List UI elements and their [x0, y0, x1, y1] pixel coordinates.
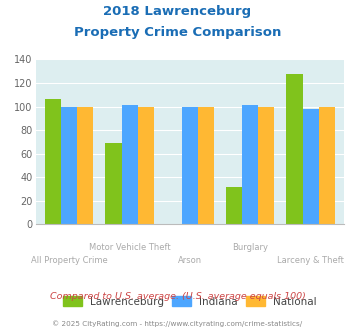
Legend: Lawrenceburg, Indiana, National: Lawrenceburg, Indiana, National [59, 292, 321, 311]
Bar [77, 107, 93, 224]
Bar [319, 107, 335, 224]
Bar [198, 107, 214, 224]
Bar [61, 107, 77, 224]
Bar [302, 109, 319, 224]
Text: Property Crime Comparison: Property Crime Comparison [74, 26, 281, 39]
Bar [286, 74, 302, 224]
Text: Larceny & Theft: Larceny & Theft [277, 256, 344, 265]
Text: Arson: Arson [178, 256, 202, 265]
Bar [121, 105, 138, 224]
Text: All Property Crime: All Property Crime [31, 256, 108, 265]
Text: 2018 Lawrenceburg: 2018 Lawrenceburg [103, 5, 252, 18]
Bar [226, 187, 242, 224]
Bar [138, 107, 154, 224]
Bar [105, 143, 121, 224]
Text: Burglary: Burglary [232, 243, 268, 251]
Bar [45, 99, 61, 224]
Text: Motor Vehicle Theft: Motor Vehicle Theft [89, 243, 170, 251]
Text: © 2025 CityRating.com - https://www.cityrating.com/crime-statistics/: © 2025 CityRating.com - https://www.city… [53, 321, 302, 327]
Text: Compared to U.S. average. (U.S. average equals 100): Compared to U.S. average. (U.S. average … [50, 292, 305, 301]
Bar [182, 107, 198, 224]
Bar [258, 107, 274, 224]
Bar [242, 105, 258, 224]
